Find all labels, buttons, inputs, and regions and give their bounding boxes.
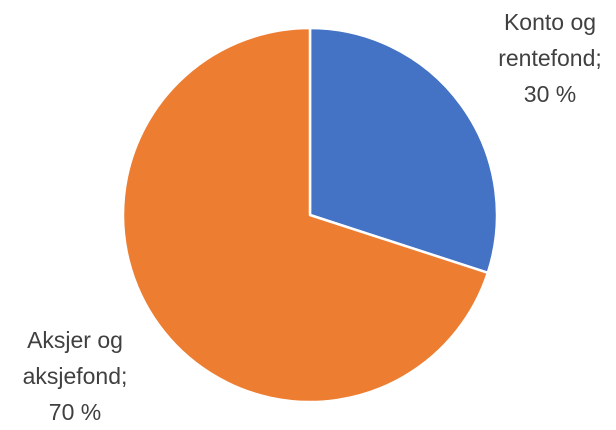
slice-label: Konto og rentefond; 30 % xyxy=(480,4,616,112)
pie-slice xyxy=(121,26,490,404)
pie-slice xyxy=(308,26,499,275)
slice-label: Aksjer og aksjefond; 70 % xyxy=(5,322,145,430)
category-label: Aksjer og aksjefond; xyxy=(22,327,128,389)
value-label: 30 % xyxy=(523,81,577,107)
category-label: Konto og rentefond; xyxy=(498,9,602,71)
value-label: 70 % xyxy=(48,399,102,425)
